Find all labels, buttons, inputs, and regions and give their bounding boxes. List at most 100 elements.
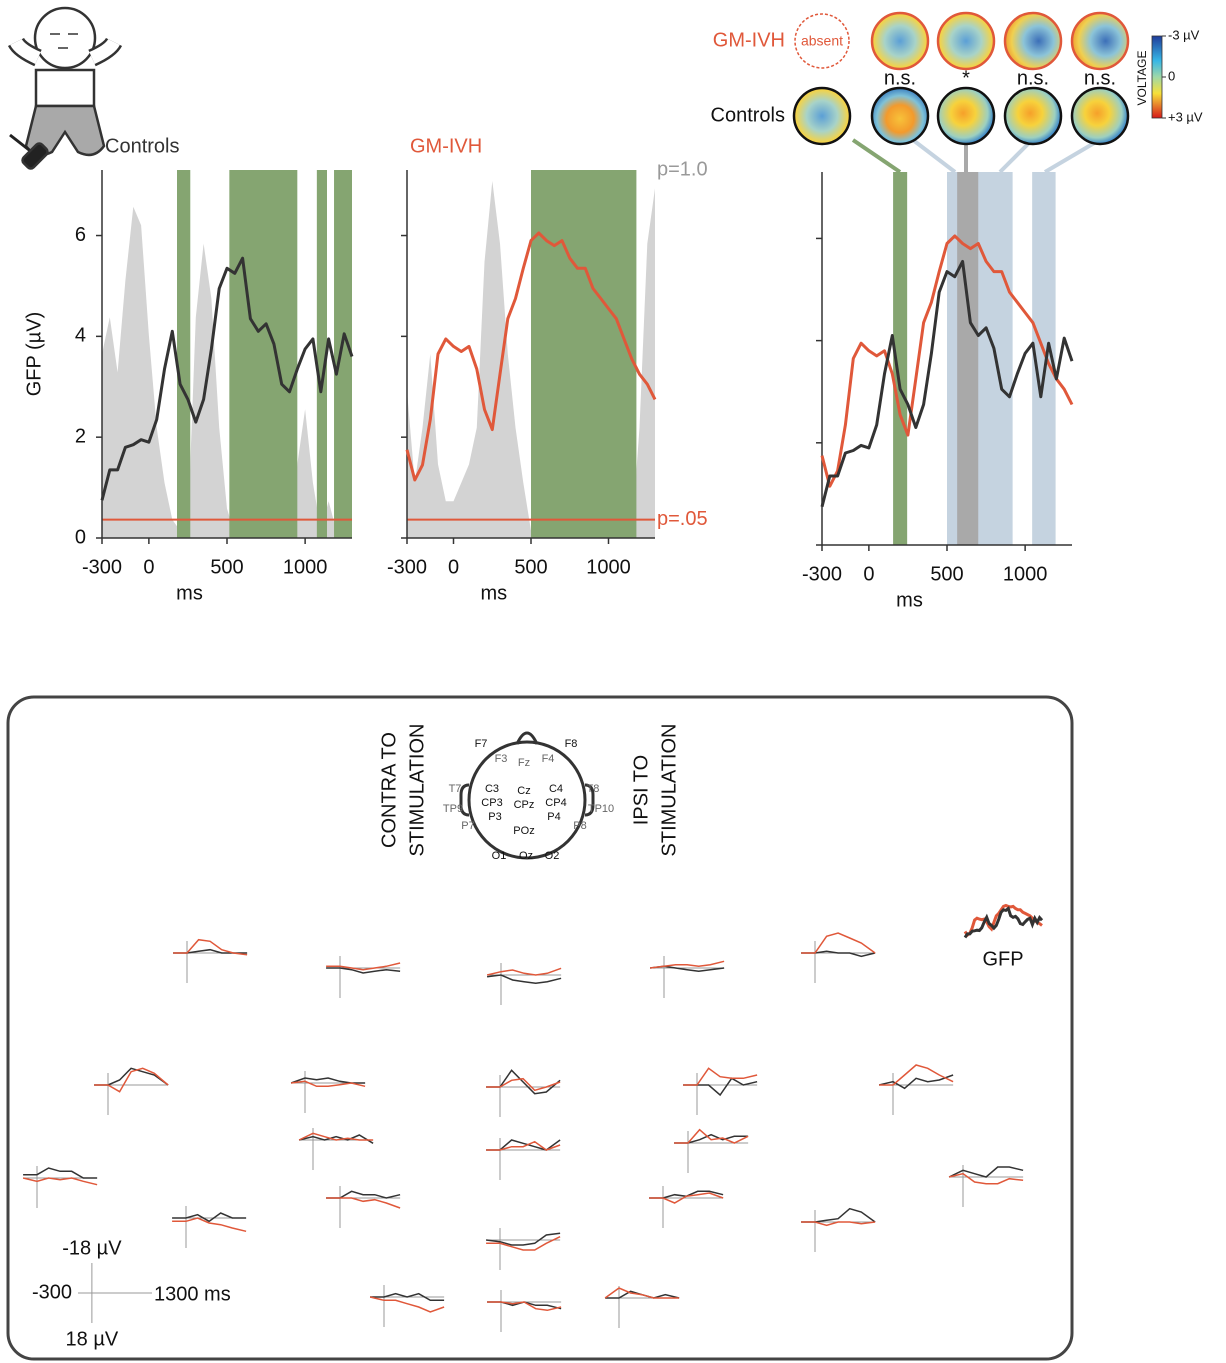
electrode-label: F3 (495, 753, 508, 765)
head-outline (459, 731, 595, 860)
topomap (1003, 86, 1063, 146)
x-tick-label: 0 (448, 556, 459, 578)
mini-wave (486, 967, 562, 976)
electrode-label: CP4 (545, 797, 566, 809)
electrode-label: P8 (573, 820, 586, 832)
mini-wave (801, 932, 876, 954)
y-tick-label: 2 (75, 425, 86, 447)
gfp-line (820, 234, 1074, 488)
mini-wave (650, 960, 725, 969)
mini-wave (172, 1212, 247, 1223)
electrode-label: Cz (517, 785, 530, 797)
absent-label: absent (801, 33, 843, 49)
mini-wave (298, 1134, 374, 1144)
mini-wave (486, 1077, 561, 1092)
significance-window (334, 170, 352, 538)
mini-wave (487, 1301, 562, 1310)
topomap (870, 86, 930, 146)
absent-topomap (794, 13, 850, 69)
mini-wave (369, 1296, 445, 1313)
stat-label: n.s. (1084, 67, 1116, 89)
mini-wave (486, 1140, 561, 1151)
topomap (870, 11, 930, 71)
x-tick-label: 1000 (283, 556, 328, 578)
y-tick-label: 0 (75, 526, 86, 548)
x-tick-label: 500 (930, 563, 963, 585)
mini-wave (674, 1128, 749, 1144)
stat-label: n.s. (884, 67, 916, 89)
mini-wave (298, 1132, 374, 1141)
side-label: STIMULATION (658, 724, 680, 857)
electrode-label: P3 (488, 811, 501, 823)
mini-wave (326, 1190, 401, 1199)
electrode-label: Oz (519, 850, 533, 862)
scale-label: -18 µV (62, 1237, 122, 1259)
x-tick-label: -300 (82, 556, 122, 578)
mini-wave (801, 1207, 876, 1223)
side-label: STIMULATION (406, 724, 428, 857)
mini-wave (172, 1217, 247, 1233)
gfp-label: GFP (982, 948, 1023, 970)
topomap (792, 86, 852, 146)
topomap (1070, 11, 1130, 71)
significance-window (229, 170, 298, 538)
electrode-label: O2 (545, 850, 560, 862)
significance-window (893, 172, 908, 545)
infant-icon (7, 6, 123, 170)
x-axis-label: ms (480, 582, 507, 604)
mini-wave (879, 1064, 954, 1086)
electrode-label: P4 (547, 811, 560, 823)
mini-wave (683, 1077, 758, 1097)
y2-tick-label: p=1.0 (657, 158, 708, 180)
topomap (936, 11, 996, 71)
colorbar (1151, 35, 1163, 119)
significance-window (947, 172, 1013, 545)
chart-title: Controls (105, 135, 179, 157)
scale-label: 1300 ms (154, 1283, 231, 1305)
x-tick-label: 1000 (1003, 563, 1048, 585)
mini-gfp (963, 905, 1044, 939)
scale-label: -300 (32, 1281, 72, 1303)
x-tick-label: 0 (863, 563, 874, 585)
group-label: Controls (711, 104, 785, 126)
mini-wave (878, 1074, 954, 1090)
p-value-area (102, 206, 352, 539)
topomap (1003, 11, 1063, 71)
mini-wave (326, 967, 401, 974)
electrode-label: CPz (514, 799, 535, 811)
x-tick-label: 1000 (586, 556, 631, 578)
mini-wave (94, 1067, 169, 1093)
colorbar-tick-label: 0 (1168, 68, 1175, 83)
chart-title: GM-IVH (410, 135, 482, 157)
colorbar-tick-label: +3 µV (1168, 109, 1203, 124)
electrode-label: C3 (485, 783, 499, 795)
mini-wave (486, 1236, 561, 1251)
significance-window (531, 170, 637, 538)
x-tick-label: -300 (387, 556, 427, 578)
mini-wave (604, 1287, 680, 1299)
stat-label: * (962, 67, 970, 89)
mini-wave (22, 1177, 98, 1186)
stat-label: n.s. (1017, 67, 1049, 89)
significance-window (316, 170, 327, 538)
electrode-label: Fz (518, 757, 530, 769)
mini-wave (487, 974, 562, 985)
electrode-label: C4 (549, 783, 563, 795)
topomap (936, 86, 996, 146)
mini-wave (683, 1067, 758, 1086)
x-tick-label: -300 (802, 563, 842, 585)
topomap-links (851, 138, 1098, 174)
y-tick-label: 6 (75, 224, 86, 246)
x-tick-label: 500 (514, 556, 547, 578)
y-axis-label: GFP (µV) (23, 312, 45, 397)
topomap (1070, 86, 1130, 146)
side-label: CONTRA TO (378, 732, 400, 848)
y-tick-label: 4 (75, 325, 86, 347)
electrode-label: P7 (461, 820, 474, 832)
mini-wave (173, 938, 248, 956)
mini-wave (291, 1080, 366, 1088)
colorbar-tick-label: -3 µV (1168, 27, 1200, 42)
electrode-label: F7 (475, 738, 488, 750)
mini-wave (948, 1166, 1024, 1178)
mini-wave (370, 1292, 445, 1302)
